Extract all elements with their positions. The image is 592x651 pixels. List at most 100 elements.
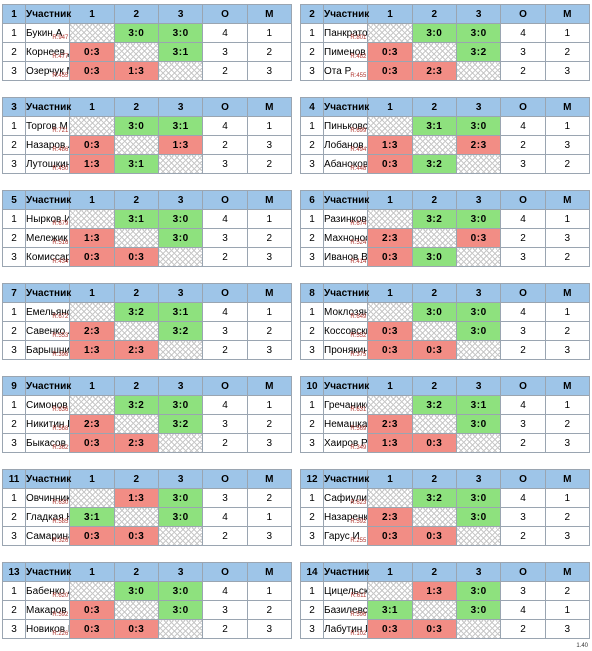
points-value: 4 — [500, 116, 546, 136]
participant-cell: Гарус И R:255 — [322, 526, 369, 546]
place-value: 1 — [544, 488, 591, 508]
place-header: М — [246, 469, 293, 489]
self-match-cell — [455, 247, 502, 267]
participant-cell: Макаров ДR:592 — [24, 600, 71, 620]
match-score-cell: 3:1 — [157, 116, 204, 136]
row-position: 2 — [2, 507, 26, 527]
participant-rating: R:398 — [52, 352, 69, 358]
points-value: 2 — [202, 433, 248, 453]
participant-name: Иванов В — [324, 251, 368, 263]
row-position: 3 — [2, 154, 26, 174]
place-value: 3 — [246, 619, 293, 639]
place-value: 3 — [544, 433, 591, 453]
place-header: М — [544, 562, 591, 582]
participant-rating: R:375 — [350, 352, 367, 358]
participant-name: Цицельский А — [324, 585, 368, 597]
participant-name: Новиков В — [26, 623, 70, 635]
self-match-cell — [113, 600, 159, 620]
participant-rating: R:552 — [350, 333, 367, 339]
match-score-cell: 3:0 — [455, 581, 502, 601]
participant-name: Пиньковский Г — [324, 120, 368, 132]
participant-rating: R:672 — [52, 314, 69, 320]
self-match-cell — [157, 340, 204, 360]
place-header: М — [246, 190, 293, 210]
row-position: 3 — [2, 619, 26, 639]
place-value: 3 — [544, 135, 591, 155]
column-header-2: 2 — [411, 376, 457, 396]
points-value: 2 — [500, 61, 546, 81]
participant-name: Лутошкина Н — [26, 158, 69, 170]
column-header-3: 3 — [157, 97, 204, 117]
row-position: 2 — [300, 42, 324, 62]
participant-rating: R:699 — [350, 128, 367, 134]
place-value: 3 — [246, 526, 293, 546]
points-value: 3 — [500, 507, 546, 527]
self-match-cell — [69, 395, 115, 415]
participant-cell: Цицельский АR:611 — [322, 581, 369, 601]
participant-name: Торгов М — [26, 120, 68, 132]
group-table: 4Участник123ОМ1Пиньковский ГR:6993:13:04… — [300, 97, 591, 177]
row-position: 1 — [300, 23, 324, 43]
participant-name: Назаренко О — [324, 511, 368, 523]
match-score-cell: 1:3 — [113, 61, 159, 81]
participant-cell: Немашкало ВR:569 — [322, 414, 369, 434]
group-number: 10 — [300, 376, 324, 396]
self-match-cell — [411, 135, 457, 155]
place-value: 3 — [246, 135, 293, 155]
match-score-cell: 0:3 — [367, 61, 413, 81]
participant-cell: Иванов В R:414 — [322, 247, 369, 267]
match-score-cell: 0:3 — [113, 619, 159, 639]
participant-cell: Лобанов АR:494 — [322, 135, 369, 155]
column-header-1: 1 — [367, 283, 413, 303]
participant-name: Сафиулин М — [324, 492, 368, 504]
row-position: 1 — [2, 395, 26, 415]
self-match-cell — [113, 321, 159, 341]
column-header-2: 2 — [113, 97, 159, 117]
place-value: 2 — [246, 228, 293, 248]
participant-rating: R:102 — [350, 631, 367, 637]
participant-rating: R:255 — [350, 538, 367, 544]
group-number: 7 — [2, 283, 26, 303]
points-value: 3 — [202, 414, 248, 434]
place-header: М — [544, 469, 591, 489]
row-position: 2 — [2, 135, 26, 155]
match-score-cell: 0:3 — [411, 340, 457, 360]
place-header: М — [246, 283, 293, 303]
place-value: 1 — [544, 395, 591, 415]
points-value: 2 — [500, 340, 546, 360]
row-position: 1 — [2, 488, 26, 508]
participant-name: Букин А — [26, 27, 63, 39]
header-row: 5 Участник 1 2 3 О М — [2, 190, 293, 210]
group-table: 10Участник123ОМ1Гречаников СR:6313:23:14… — [300, 376, 591, 456]
participant-header: Участник — [24, 562, 71, 582]
points-value: 4 — [500, 209, 546, 229]
standings-table: 14Участник123ОМ1Цицельский АR:6111:33:03… — [300, 562, 591, 639]
table-row: 3 Хаиров Р R:349 1:3 0:3 2 3 — [300, 433, 591, 453]
standings-table: 2Участник123ОМ1Панкратов ВR:8013:03:0412… — [300, 4, 591, 81]
points-value: 2 — [202, 619, 248, 639]
match-score-cell: 3:0 — [455, 321, 502, 341]
participant-rating: R:414 — [350, 259, 367, 265]
self-match-cell — [157, 61, 204, 81]
participant-name: Мележик А — [26, 232, 69, 244]
participant-cell: Пиньковский ГR:699 — [322, 116, 369, 136]
match-score-cell: 3:2 — [455, 42, 502, 62]
table-row: 2 Савенко А R:553 2:3 3:2 3 2 — [2, 321, 293, 341]
participant-cell: Симонов СR:636 — [24, 395, 71, 415]
self-match-cell — [411, 507, 457, 527]
participant-rating: R:674 — [350, 221, 367, 227]
participant-header: Участник — [24, 4, 71, 24]
participant-cell: Панкратов ВR:801 — [322, 23, 369, 43]
participant-name: Симонов С — [26, 399, 69, 411]
participant-rating: R:362 — [52, 445, 69, 451]
column-header-3: 3 — [157, 190, 204, 210]
table-row: 3 Лабутин П R:102 0:3 0:3 2 3 — [300, 619, 591, 639]
participant-name: Коссовский Г — [324, 325, 367, 337]
points-header: О — [202, 97, 248, 117]
participant-cell: Самарина ЕR:326 — [24, 526, 71, 546]
